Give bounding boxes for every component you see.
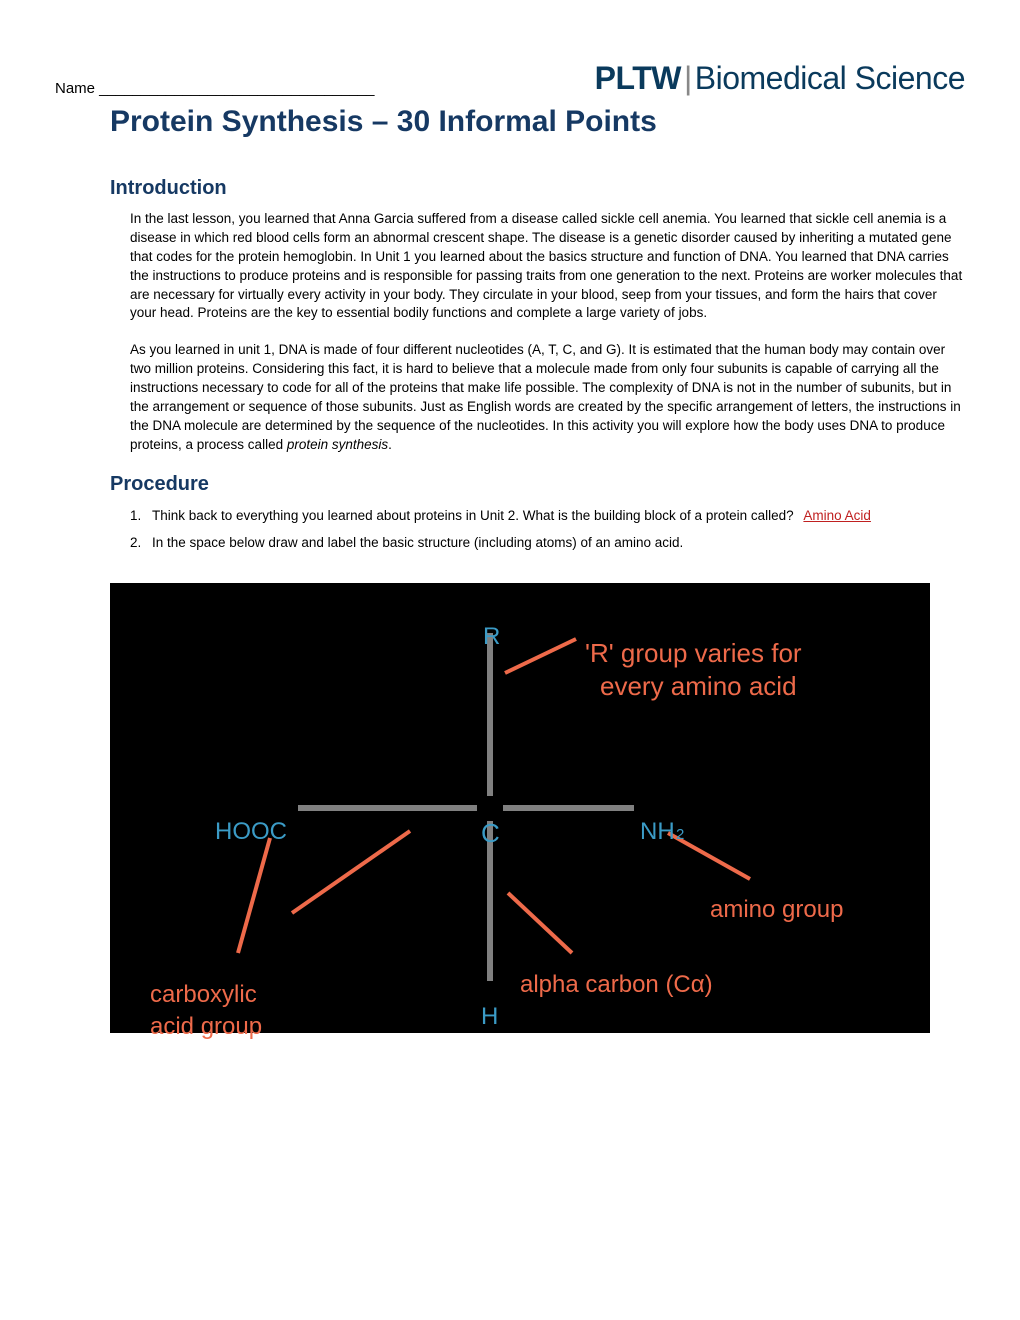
intro-p2c: . xyxy=(388,437,392,452)
q1-answer: Amino Acid xyxy=(803,508,871,523)
bonds-group xyxy=(298,633,634,981)
logo-rest: Biomedical Science xyxy=(695,60,965,96)
diagram-svg xyxy=(110,583,930,1033)
name-field[interactable]: Name _________________________________ xyxy=(55,80,374,97)
intro-p1: In the last lesson, you learned that Ann… xyxy=(130,210,965,323)
pointer-line xyxy=(292,831,410,913)
atom-label: 2 xyxy=(676,826,684,843)
pointer-line xyxy=(508,893,572,953)
header-row: Name _________________________________ P… xyxy=(55,60,965,97)
atom-label: R xyxy=(483,623,500,651)
atom-label: C xyxy=(481,818,500,849)
atom-label: H xyxy=(481,1003,498,1031)
logo-bold: PLTW xyxy=(595,60,681,96)
content: Introduction In the last lesson, you lea… xyxy=(110,177,965,1033)
callout-label: every amino acid xyxy=(600,671,797,702)
procedure-list: 1. Think back to everything you learned … xyxy=(130,506,965,553)
procedure-heading: Procedure xyxy=(110,473,965,496)
q1-wrap: Think back to everything you learned abo… xyxy=(152,506,871,526)
intro-p2a: As you learned in unit 1, DNA is made of… xyxy=(130,342,961,451)
callout-label: alpha carbon (Cα) xyxy=(520,971,713,999)
pointer-line xyxy=(238,838,270,953)
logo-divider-icon: | xyxy=(684,60,692,96)
atom-label: HOOC xyxy=(215,818,287,846)
intro-p2b: protein synthesis xyxy=(287,437,388,452)
pointer-line xyxy=(505,639,576,673)
list-number: 1. xyxy=(130,506,152,526)
list-number: 2. xyxy=(130,533,152,553)
intro-heading: Introduction xyxy=(110,177,965,200)
q2-text: In the space below draw and label the ba… xyxy=(152,533,683,553)
callout-label: carboxylic xyxy=(150,981,257,1009)
procedure-item-2: 2. In the space below draw and label the… xyxy=(130,533,965,553)
pltw-logo: PLTW|Biomedical Science xyxy=(595,60,965,97)
amino-acid-diagram: R C HOOC NH2 H 'R' group varies forevery amin… xyxy=(110,583,930,1033)
q1-text: Think back to everything you learned abo… xyxy=(152,508,794,523)
procedure-item-1: 1. Think back to everything you learned … xyxy=(130,506,965,526)
intro-p2: As you learned in unit 1, DNA is made of… xyxy=(130,341,965,454)
atom-label: NH xyxy=(640,818,675,846)
callout-label: amino group xyxy=(710,896,843,924)
callout-label: 'R' group varies for xyxy=(585,638,802,669)
page-title: Protein Synthesis – 30 Informal Points xyxy=(110,105,965,139)
callout-label: acid group xyxy=(150,1013,262,1041)
